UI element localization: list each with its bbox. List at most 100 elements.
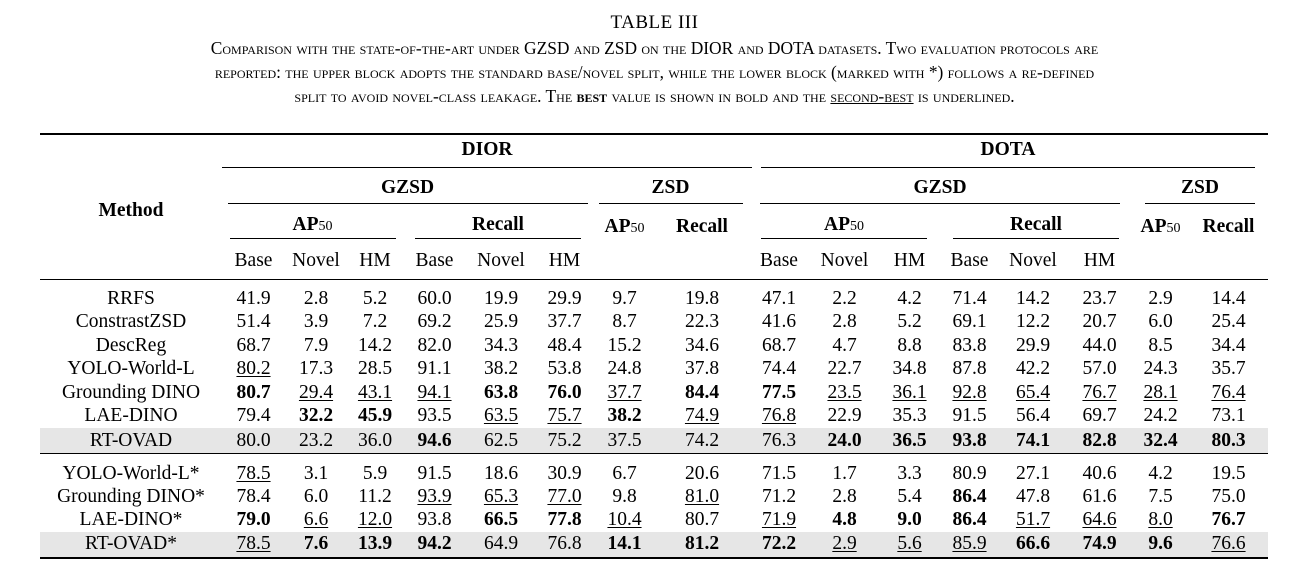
value-cell: 61.6 — [1067, 485, 1132, 509]
value-cell: 2.9 — [810, 532, 879, 558]
value-cell: 14.1 — [593, 532, 656, 558]
value-text: 76.4 — [1211, 381, 1246, 403]
value-cell: 11.2 — [347, 485, 403, 509]
value-text: 11.2 — [358, 485, 392, 507]
standard-split-block: RRFS 41.9 2.8 5.2 60.0 19.9 29.9 9.7 19.8 47.1 2.2… — [40, 279, 1268, 454]
value-cell: 10.4 — [593, 509, 656, 533]
value-text: 91.1 — [417, 358, 452, 380]
value-text: 2.8 — [303, 288, 329, 309]
value-text: 76.0 — [547, 381, 582, 403]
value-text: 6.7 — [612, 462, 637, 484]
value-text: 9.6 — [1148, 533, 1173, 555]
value-cell: 5.2 — [879, 311, 940, 335]
value-text: 80.7 — [684, 509, 720, 531]
value-cell: 9.0 — [879, 509, 940, 533]
value-cell: 93.8 — [940, 428, 999, 454]
value-cell: 14.4 — [1189, 279, 1268, 311]
value-cell: 36.5 — [879, 428, 940, 454]
value-cell: 24.0 — [810, 428, 879, 454]
value-cell: 40.6 — [1067, 454, 1132, 486]
value-cell: 74.9 — [656, 405, 748, 429]
method-cell: Grounding DINO* — [57, 485, 205, 507]
value-cell: 93.9 — [403, 485, 466, 509]
value-text: 64.6 — [1082, 509, 1117, 531]
value-cell: 79.4 — [222, 405, 285, 429]
value-text: 30.9 — [547, 462, 582, 484]
value-cell: 19.9 — [466, 279, 536, 311]
value-text: 14.4 — [1211, 288, 1246, 309]
value-text: 65.3 — [483, 485, 519, 507]
value-text: 82.8 — [1082, 429, 1117, 451]
value-text: 72.2 — [761, 533, 797, 555]
value-cell: 76.8 — [748, 405, 810, 429]
value-text: 32.4 — [1143, 429, 1178, 451]
value-cell: 2.8 — [810, 311, 879, 335]
value-text: 23.5 — [827, 381, 862, 403]
value-text: 2.8 — [832, 311, 857, 333]
value-text: 94.1 — [417, 381, 452, 403]
dior-zsd-recall-header: Recall — [676, 216, 728, 237]
value-cell: 23.5 — [810, 381, 879, 405]
value-text: 41.9 — [236, 288, 271, 309]
value-cell: 82.0 — [403, 334, 466, 358]
value-text: 71.2 — [761, 485, 797, 507]
value-text: 28.1 — [1143, 381, 1178, 403]
value-cell: 2.2 — [810, 279, 879, 311]
value-text: 5.2 — [897, 311, 922, 333]
value-cell: 37.5 — [593, 428, 656, 454]
value-cell: 28.5 — [347, 358, 403, 382]
value-cell: 37.7 — [536, 311, 593, 335]
value-cell: 73.1 — [1189, 405, 1268, 429]
value-text: 78.5 — [236, 462, 271, 484]
value-text: 38.2 — [483, 358, 519, 380]
value-cell: 6.6 — [285, 509, 347, 533]
value-text: 25.4 — [1211, 311, 1246, 333]
value-cell: 29.9 — [536, 279, 593, 311]
value-text: 73.1 — [1211, 405, 1246, 427]
dior-zsd-ap-header: AP50 — [604, 216, 645, 237]
value-cell: 32.4 — [1132, 428, 1189, 454]
col-dota-recall-novel: Novel — [1009, 250, 1057, 272]
method-cell: LAE-DINO — [84, 405, 178, 427]
value-text: 3.1 — [303, 462, 329, 484]
col-dior-recall-hm: HM — [548, 250, 581, 272]
dataset-dior-header: DIOR — [222, 134, 752, 172]
dior-zsd-header: ZSD — [593, 172, 748, 208]
value-cell: 7.9 — [285, 334, 347, 358]
value-text: 76.8 — [547, 533, 582, 555]
value-cell: 65.4 — [999, 381, 1067, 405]
value-cell: 84.4 — [656, 381, 748, 405]
value-text: 36.0 — [357, 429, 393, 451]
value-cell: 72.2 — [748, 532, 810, 558]
value-cell: 6.7 — [593, 454, 656, 486]
value-cell: 6.0 — [1132, 311, 1189, 335]
table-row: LAE-DINO* 79.0 6.6 12.0 93.8 66.5 77.8 10.4 80.7… — [40, 509, 1268, 533]
value-text: 79.4 — [236, 405, 271, 427]
value-cell: 74.1 — [999, 428, 1067, 454]
value-cell: 76.7 — [1189, 509, 1268, 533]
col-dota-recall-base: Base — [950, 250, 989, 272]
value-cell: 76.6 — [1189, 532, 1268, 558]
caption-line-3a: split to avoid novel-class leakage. The — [294, 86, 577, 106]
value-text: 56.4 — [1015, 405, 1051, 427]
value-text: 68.7 — [236, 334, 271, 356]
value-text: 9.7 — [612, 288, 637, 309]
value-text: 74.9 — [1082, 533, 1117, 555]
value-text: 81.2 — [684, 533, 720, 555]
value-cell: 76.3 — [748, 428, 810, 454]
value-text: 34.4 — [1211, 334, 1246, 356]
table-row: RRFS 41.9 2.8 5.2 60.0 19.9 29.9 9.7 19.8 47.1 2.2… — [40, 279, 1268, 311]
value-cell: 14.2 — [999, 279, 1067, 311]
value-cell: 80.9 — [940, 454, 999, 486]
value-text: 5.9 — [362, 462, 388, 484]
value-text: 74.9 — [684, 405, 720, 427]
method-cell: ConstrastZSD — [75, 311, 187, 333]
value-cell: 64.6 — [1067, 509, 1132, 533]
table-row: YOLO-World-L* 78.5 3.1 5.9 91.5 18.6 30.9 6.7 20… — [40, 454, 1268, 486]
value-cell: 4.2 — [879, 279, 940, 311]
dataset-dota-header: DOTA — [748, 134, 1268, 172]
value-cell: 91.1 — [403, 358, 466, 382]
value-text: 76.7 — [1211, 509, 1246, 531]
value-cell: 48.4 — [536, 334, 593, 358]
value-text: 71.9 — [761, 509, 797, 531]
